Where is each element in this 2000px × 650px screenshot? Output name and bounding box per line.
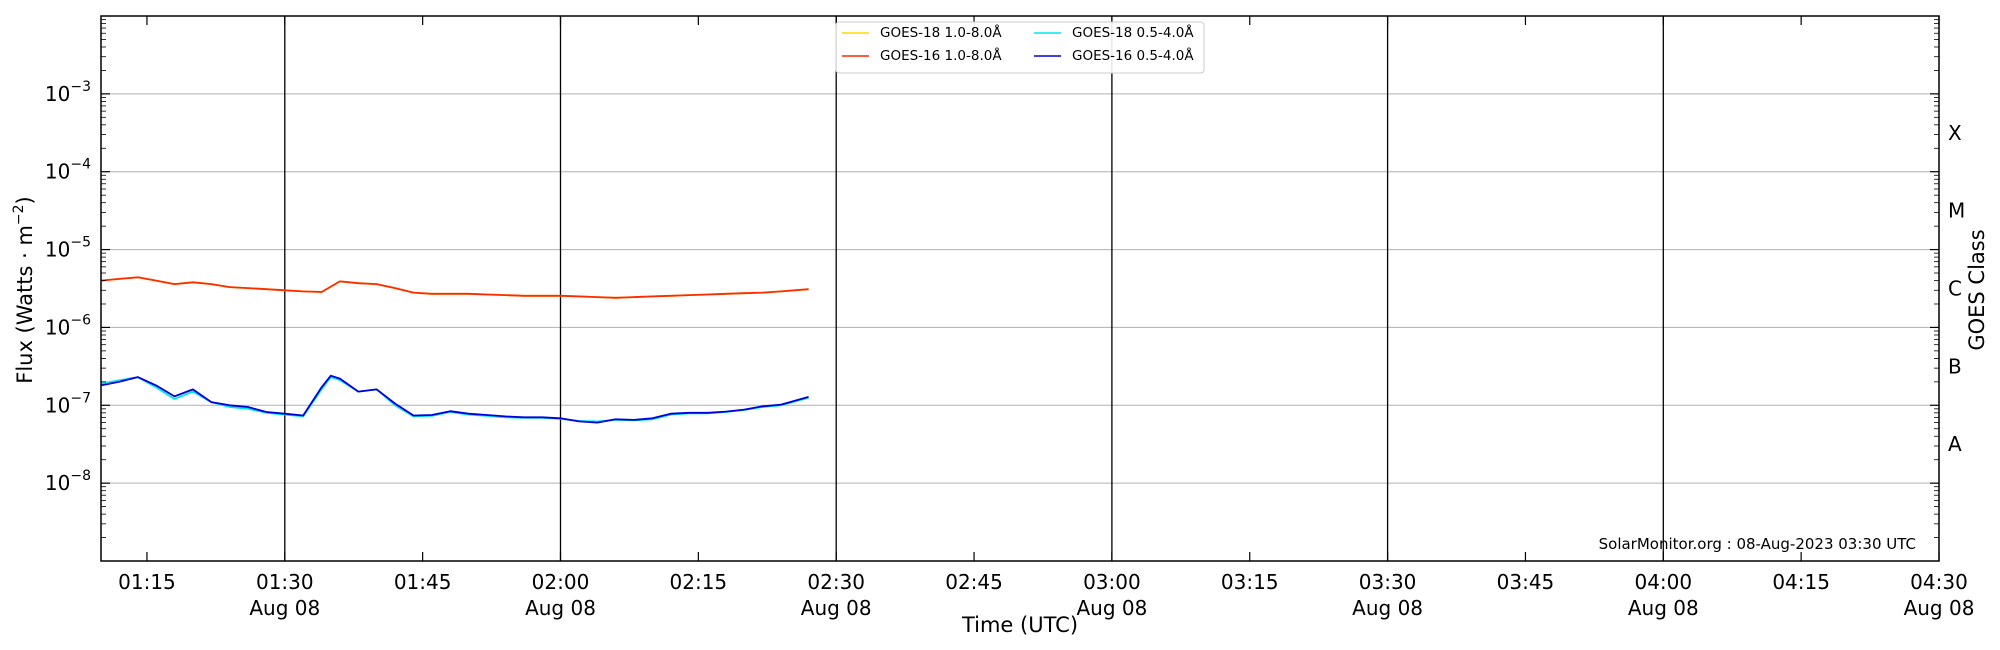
y-tick-label: 10−3 — [45, 79, 91, 106]
y-tick-label: 10−4 — [45, 157, 91, 184]
x-tick-date-label: Aug 08 — [249, 596, 320, 620]
x-tick-date-label: Aug 08 — [1904, 596, 1975, 620]
y-tick-label: 10−6 — [45, 312, 91, 339]
x-tick-label: 02:00 — [532, 570, 590, 594]
goes-class-label: B — [1948, 354, 1962, 378]
goes-class-label: A — [1948, 432, 1962, 456]
x-tick-label: 03:00 — [1083, 570, 1141, 594]
y-tick-label: 10−8 — [45, 468, 91, 495]
y-tick-label: 10−5 — [45, 235, 91, 262]
legend-entry-label: GOES-18 1.0-8.0Å — [880, 24, 1002, 41]
x-tick-label: 03:45 — [1497, 570, 1555, 594]
x-tick-label: 04:15 — [1772, 570, 1830, 594]
legend-entry-label: GOES-16 0.5-4.0Å — [1072, 47, 1194, 64]
grid-layer — [101, 93, 1939, 484]
x-tick-label: 02:30 — [807, 570, 865, 594]
legend-entry-label: GOES-16 1.0-8.0Å — [880, 47, 1002, 64]
legend-entry-label: GOES-18 0.5-4.0Å — [1072, 24, 1194, 41]
x-tick-label: 04:00 — [1634, 570, 1692, 594]
goes-class-label: C — [1948, 277, 1962, 301]
x-tick-label: 02:15 — [670, 570, 728, 594]
series-line — [100, 374, 809, 424]
credit-label: SolarMonitor.org : 08-Aug-2023 03:30 UTC — [1599, 535, 1916, 553]
vertical-lines-layer — [284, 16, 1664, 561]
series-layer — [100, 276, 809, 424]
goes-class-axis-title: GOES Class — [1965, 229, 1989, 350]
x-tick-date-label: Aug 08 — [1076, 596, 1147, 620]
plot-frame — [100, 15, 1940, 562]
x-tick-date-label: Aug 08 — [1352, 596, 1423, 620]
x-tick-label: 01:45 — [394, 570, 452, 594]
series-line — [100, 276, 809, 299]
goes-class-label: M — [1948, 199, 1965, 223]
x-tick-label: 02:45 — [945, 570, 1003, 594]
x-tick-label: 03:30 — [1359, 570, 1417, 594]
legend-box — [835, 21, 1205, 74]
x-axis-title: Time (UTC) — [961, 613, 1078, 637]
y-axis-title: Flux (Watts · m−2) — [11, 196, 37, 384]
x-tick-date-label: Aug 08 — [1628, 596, 1699, 620]
y-axis-title-close: ) — [13, 196, 37, 204]
legend: GOES-18 1.0-8.0Å GOES-18 0.5-4.0Å GOES-16 … — [835, 21, 1205, 74]
goes-class-label: X — [1948, 121, 1962, 145]
x-tick-date-label: Aug 08 — [525, 596, 596, 620]
x-tick-label: 01:15 — [118, 570, 176, 594]
x-tick-date-label: Aug 08 — [801, 596, 872, 620]
x-tick-label: 03:15 — [1221, 570, 1279, 594]
y-axis-title-exponent: −2 — [11, 204, 27, 225]
x-tick-label: 04:30 — [1910, 570, 1968, 594]
y-tick-label: 10−7 — [45, 390, 91, 417]
x-tick-label: 01:30 — [256, 570, 314, 594]
